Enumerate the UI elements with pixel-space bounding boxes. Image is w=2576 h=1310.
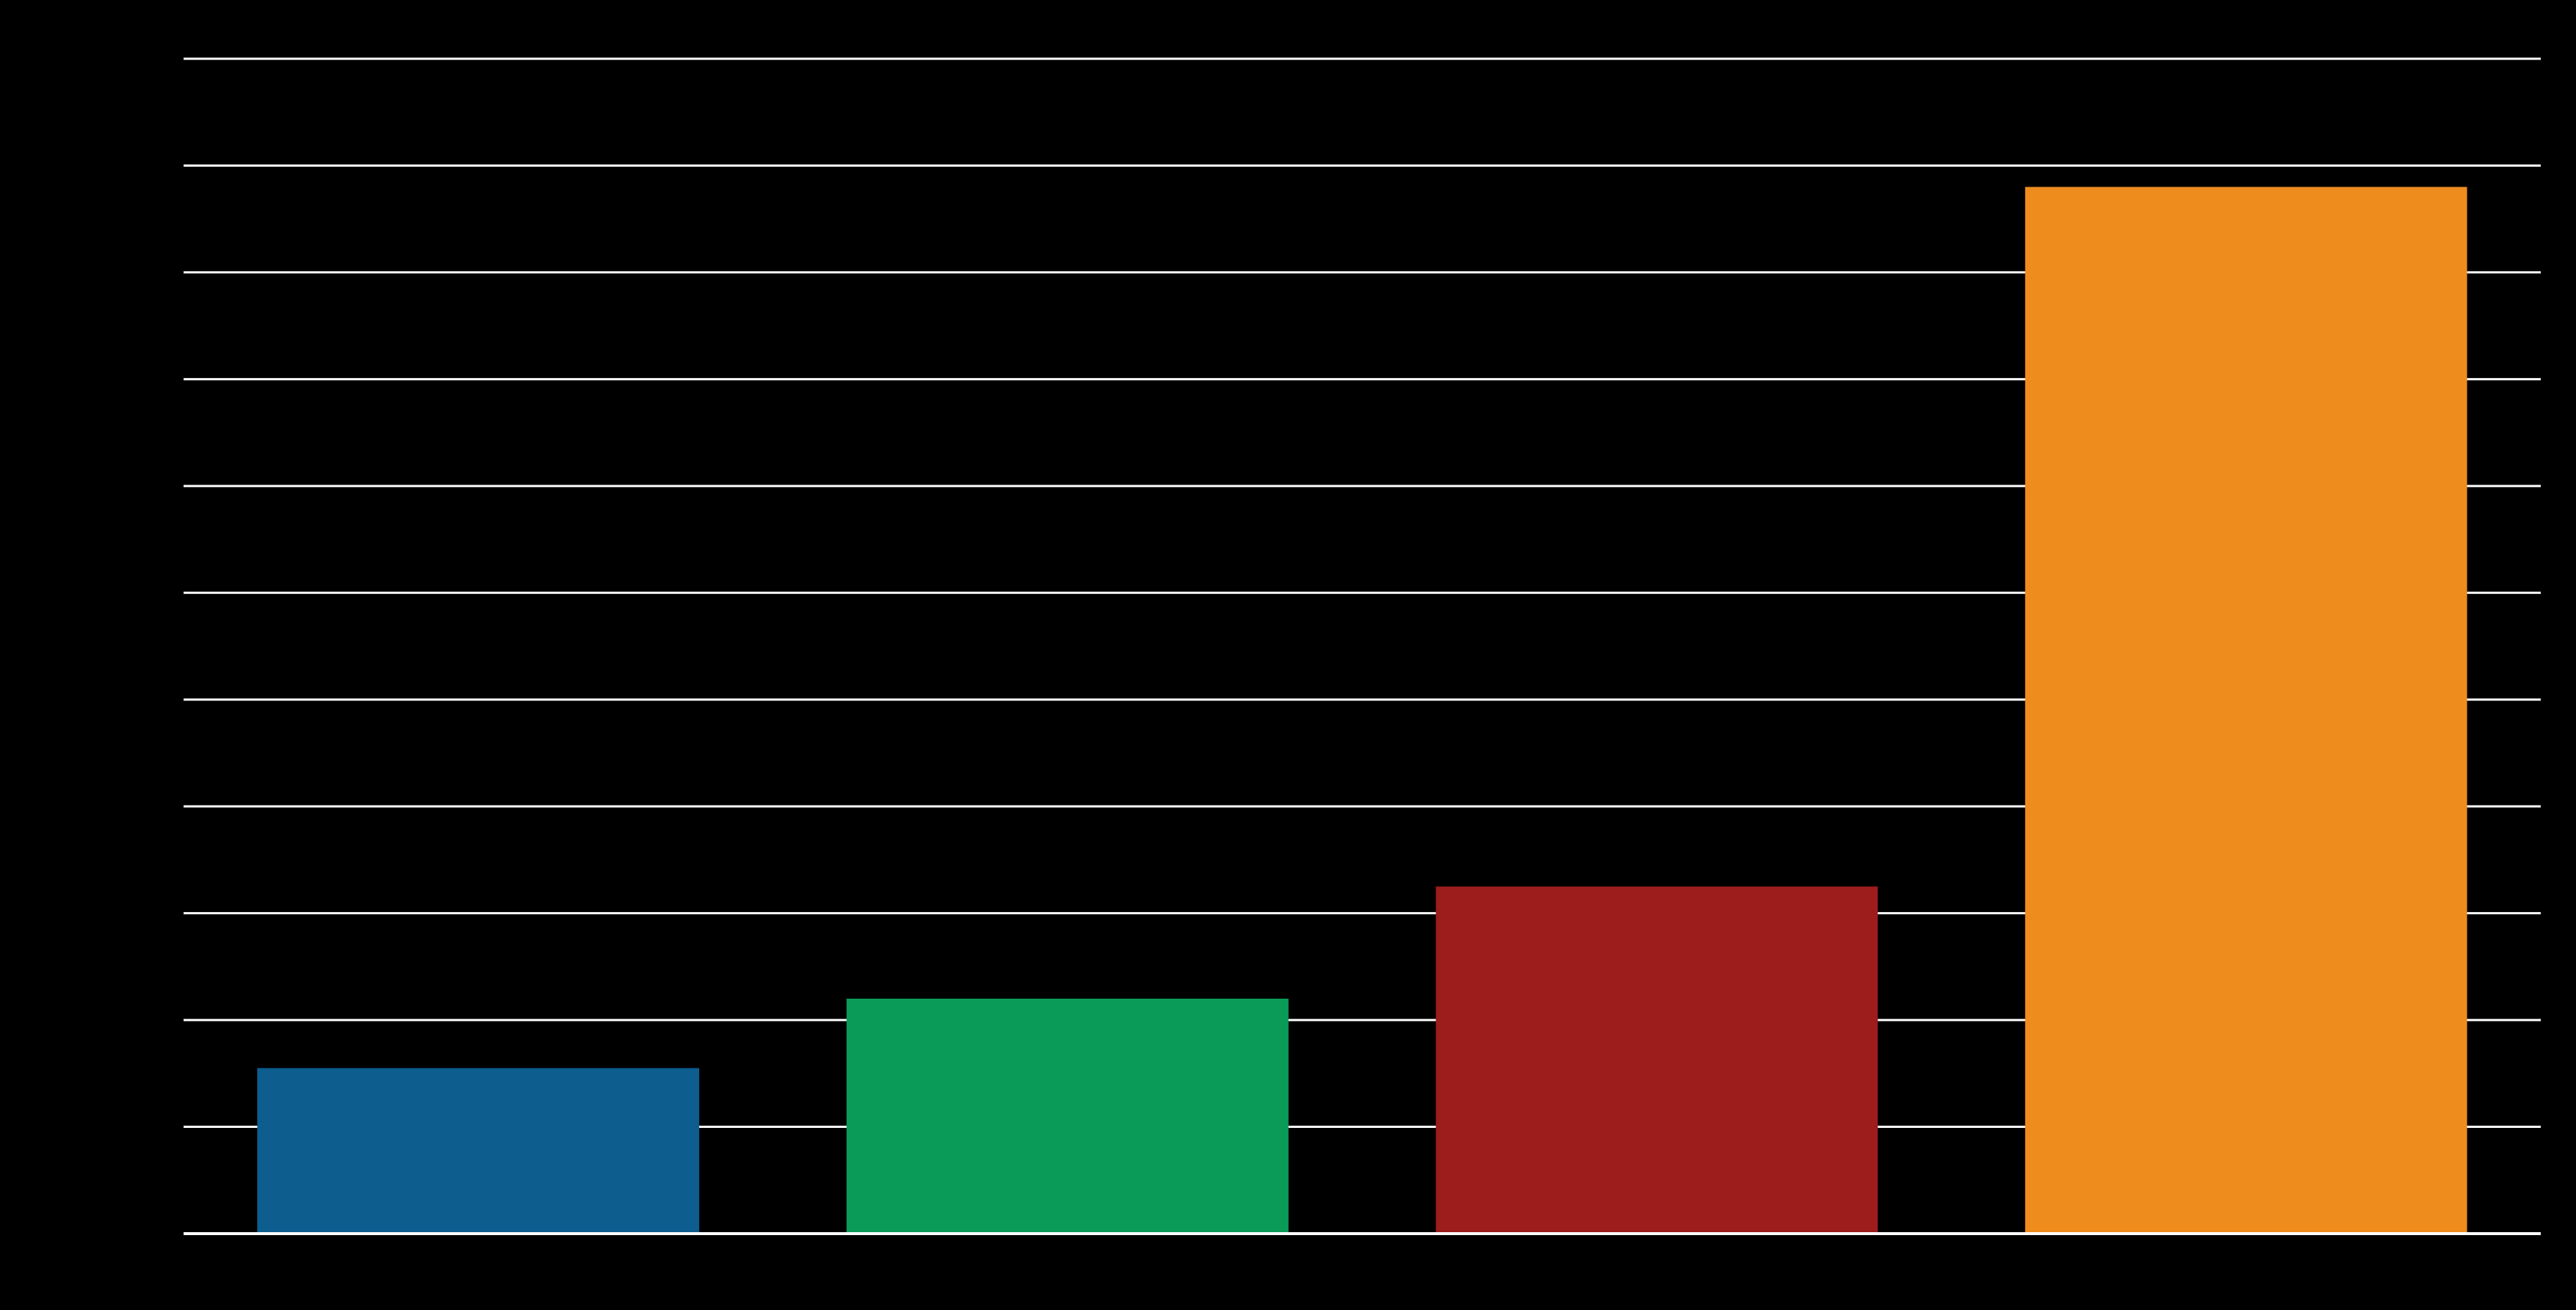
bar: [257, 1068, 699, 1234]
bar-chart: [0, 0, 2576, 1310]
bar: [1436, 886, 1878, 1234]
bar: [847, 999, 1289, 1234]
bar: [2025, 187, 2467, 1234]
bar-chart-svg: [0, 0, 2576, 1310]
